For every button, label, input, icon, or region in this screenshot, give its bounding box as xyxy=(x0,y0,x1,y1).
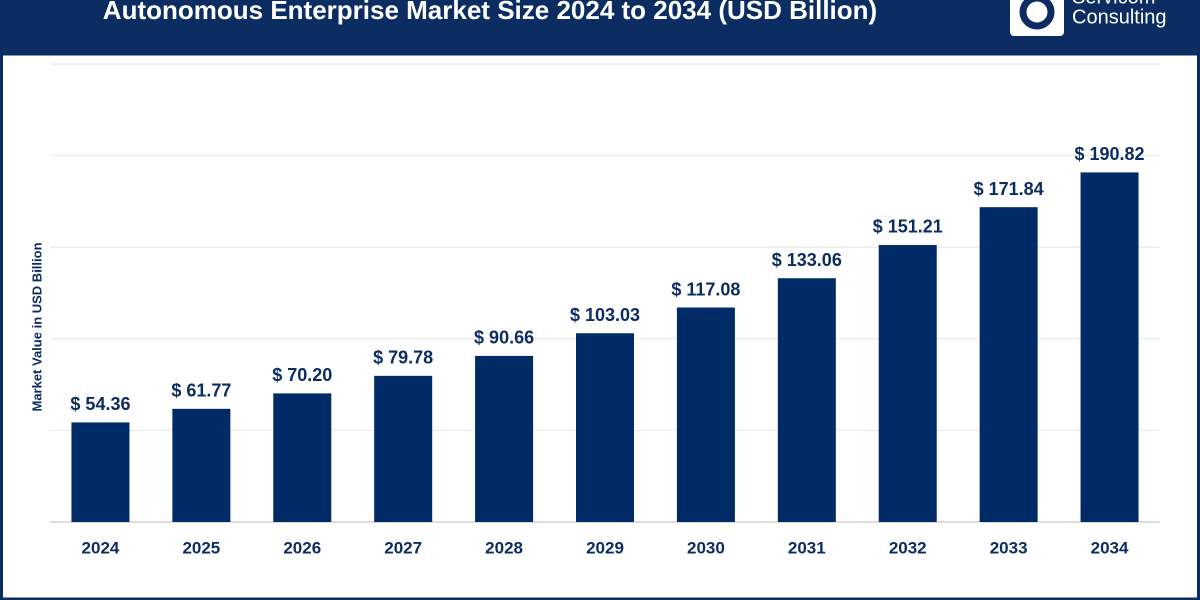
x-tick-label: 2028 xyxy=(485,538,523,557)
chart-title: Autonomous Enterprise Market Size 2024 t… xyxy=(103,0,877,25)
value-label: $ 90.66 xyxy=(474,328,534,348)
y-axis-label: Market Value in USD Billion xyxy=(29,242,44,411)
x-tick-label: 2024 xyxy=(82,538,120,557)
value-label: $ 54.36 xyxy=(70,394,130,414)
logo-mark xyxy=(1019,0,1055,30)
bar xyxy=(979,207,1038,522)
value-label: $ 103.03 xyxy=(570,305,640,325)
x-tick-label: 2026 xyxy=(283,538,321,557)
brand-name: Servicom xyxy=(1072,0,1155,8)
value-label: $ 171.84 xyxy=(974,179,1044,199)
value-label: $ 133.06 xyxy=(772,250,842,270)
logo-icon xyxy=(1010,0,1064,36)
bar xyxy=(374,375,433,522)
value-label: $ 151.21 xyxy=(873,217,943,237)
bar xyxy=(71,422,130,522)
x-tick-label: 2033 xyxy=(990,538,1028,557)
bar xyxy=(576,333,634,522)
x-tick-label: 2034 xyxy=(1091,538,1129,557)
bar xyxy=(475,355,534,522)
bar xyxy=(273,393,332,522)
value-label: $ 190.82 xyxy=(1075,144,1145,164)
value-label: $ 61.77 xyxy=(171,381,231,401)
x-tick-label: 2025 xyxy=(182,538,220,557)
x-tick-label: 2032 xyxy=(889,538,927,557)
bar xyxy=(172,408,231,522)
frame xyxy=(0,52,1200,600)
value-label: $ 117.08 xyxy=(671,279,740,299)
x-tick-label: 2027 xyxy=(384,538,422,557)
bar xyxy=(676,307,735,522)
value-label: $ 70.20 xyxy=(272,365,332,385)
bar xyxy=(878,244,937,522)
header-band xyxy=(0,0,1200,54)
x-tick-label: 2029 xyxy=(586,538,624,557)
bar xyxy=(777,278,836,522)
x-tick-label: 2031 xyxy=(788,538,826,557)
brand-name: Consulting xyxy=(1072,6,1167,28)
value-label: $ 79.78 xyxy=(373,348,433,368)
bar xyxy=(1080,172,1139,522)
x-tick-label: 2030 xyxy=(687,538,725,557)
